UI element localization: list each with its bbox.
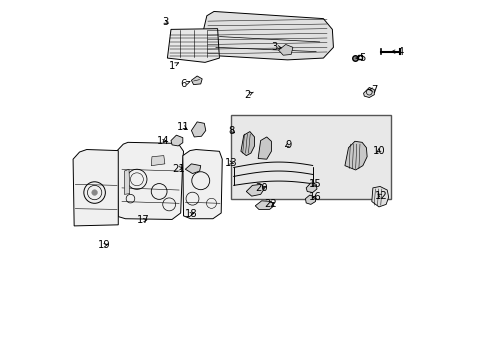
Polygon shape: [191, 122, 205, 137]
Text: 18: 18: [184, 209, 197, 219]
Text: 1: 1: [168, 61, 178, 71]
Polygon shape: [241, 132, 254, 156]
Polygon shape: [171, 135, 183, 146]
Polygon shape: [124, 169, 129, 194]
Circle shape: [92, 190, 97, 195]
Text: 3: 3: [162, 17, 168, 27]
Text: 20: 20: [255, 183, 267, 193]
Text: 7: 7: [367, 85, 377, 95]
Text: 13: 13: [224, 158, 237, 168]
Polygon shape: [278, 44, 292, 55]
Text: 9: 9: [285, 140, 291, 150]
Text: 11: 11: [177, 122, 189, 132]
Polygon shape: [258, 137, 271, 159]
Text: 16: 16: [308, 192, 321, 202]
Polygon shape: [363, 87, 373, 98]
Text: 12: 12: [374, 191, 387, 201]
Text: 10: 10: [372, 145, 385, 156]
Text: 3: 3: [270, 42, 281, 51]
Polygon shape: [185, 164, 201, 174]
Polygon shape: [201, 12, 333, 60]
Polygon shape: [246, 184, 264, 196]
FancyBboxPatch shape: [230, 116, 390, 199]
Text: 19: 19: [97, 240, 110, 250]
Polygon shape: [183, 149, 222, 219]
Polygon shape: [167, 29, 219, 62]
Text: 15: 15: [308, 179, 321, 189]
Text: 14: 14: [156, 136, 169, 146]
Text: 17: 17: [137, 215, 149, 225]
Polygon shape: [371, 186, 388, 207]
Polygon shape: [305, 183, 316, 193]
Polygon shape: [191, 76, 202, 85]
Polygon shape: [255, 201, 273, 210]
Text: 8: 8: [228, 126, 235, 135]
Text: 6: 6: [180, 79, 189, 89]
Polygon shape: [344, 141, 366, 170]
Polygon shape: [73, 149, 118, 226]
Text: 21: 21: [171, 163, 184, 174]
Text: 2: 2: [244, 90, 253, 100]
Text: 22: 22: [264, 199, 276, 210]
Polygon shape: [117, 142, 183, 220]
Text: 5: 5: [355, 53, 365, 63]
Polygon shape: [305, 195, 315, 204]
Polygon shape: [151, 156, 164, 166]
Text: 4: 4: [391, 46, 403, 57]
